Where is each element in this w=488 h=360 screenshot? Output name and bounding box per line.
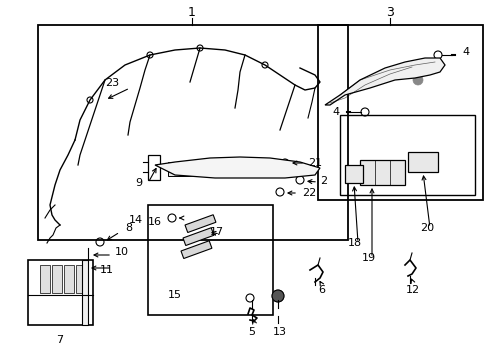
Circle shape: [271, 290, 284, 302]
Bar: [407, 152, 437, 172]
Bar: [183, 228, 213, 246]
Polygon shape: [325, 58, 444, 105]
Circle shape: [259, 166, 264, 172]
Circle shape: [182, 166, 187, 172]
Text: 4: 4: [461, 47, 468, 57]
Text: 13: 13: [272, 327, 286, 337]
Text: 1: 1: [188, 6, 196, 19]
Bar: [244, 162, 274, 176]
Text: 16: 16: [148, 217, 162, 227]
Bar: [28, 260, 93, 325]
Bar: [64, 265, 74, 293]
Text: 5: 5: [248, 327, 255, 337]
Bar: [359, 160, 404, 185]
Text: 10: 10: [115, 247, 129, 257]
Bar: [82, 260, 88, 325]
Bar: [148, 205, 272, 315]
Text: 8: 8: [125, 223, 132, 233]
Bar: [345, 165, 362, 183]
Text: 22: 22: [302, 188, 316, 198]
Text: 2: 2: [319, 176, 326, 186]
Bar: [168, 162, 196, 176]
Bar: [148, 155, 160, 180]
Text: 12: 12: [405, 285, 419, 295]
Bar: [76, 265, 86, 293]
Text: 6: 6: [318, 285, 325, 295]
Circle shape: [222, 166, 227, 172]
Text: 21: 21: [307, 158, 322, 168]
Text: 15: 15: [168, 290, 182, 300]
Bar: [52, 265, 62, 293]
Text: 20: 20: [419, 223, 433, 233]
Text: 3: 3: [385, 6, 393, 19]
Text: 14: 14: [129, 215, 142, 225]
Bar: [317, 25, 482, 200]
Bar: [204, 162, 237, 176]
Text: 17: 17: [209, 227, 224, 237]
Circle shape: [412, 75, 422, 85]
Text: 18: 18: [347, 238, 362, 248]
Bar: [184, 215, 216, 233]
Text: 4: 4: [332, 107, 339, 117]
Polygon shape: [155, 157, 319, 178]
Text: 23: 23: [105, 78, 119, 88]
Text: 9: 9: [135, 178, 142, 188]
Text: 19: 19: [361, 253, 375, 263]
Bar: [339, 115, 474, 195]
Text: 11: 11: [100, 265, 114, 275]
Bar: [40, 265, 50, 293]
Bar: [181, 241, 211, 258]
Text: 7: 7: [56, 335, 63, 345]
Bar: [38, 25, 347, 240]
